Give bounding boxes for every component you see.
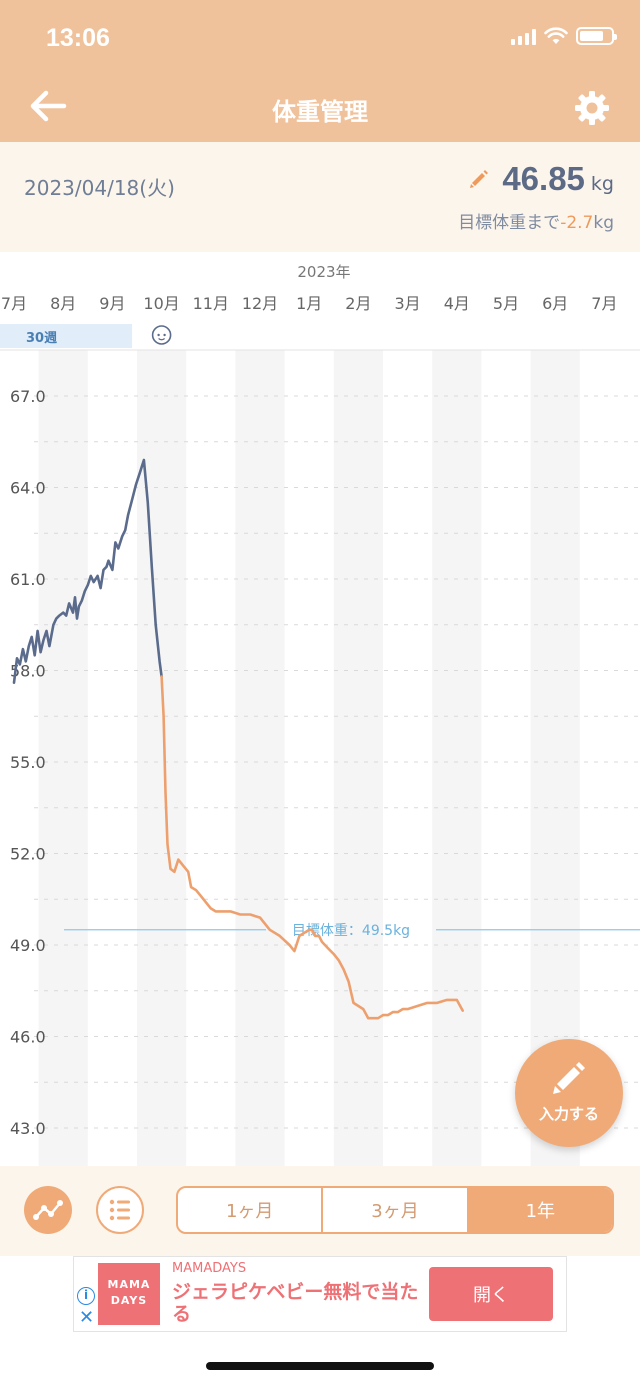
y-tick-label: 61.0	[10, 570, 46, 589]
range-tab-3-months[interactable]: 3ヶ月	[321, 1188, 466, 1232]
weight-series-line	[160, 675, 465, 1020]
ad-logo-line1: MAMA	[107, 1278, 151, 1291]
pregnancy-week-bar	[0, 324, 133, 348]
goal-diff-value: -2.7	[560, 213, 594, 233]
ad-text: ジェラピケベビー無料で当たる	[172, 1281, 419, 1325]
home-indicator	[206, 1362, 434, 1370]
month-label: 7月	[591, 294, 617, 313]
goal-difference: 目標体重まで-2.7kg	[458, 208, 614, 233]
ad-area: i ✕ MAMA DAYS MAMADAYS ジェラピケベビー無料で当たる 開く	[0, 1256, 640, 1385]
pencil-icon	[470, 170, 489, 188]
month-label: 9月	[99, 294, 125, 313]
ad-logo: MAMA DAYS	[98, 1263, 160, 1325]
current-date: 2023/04/18(火)	[24, 176, 175, 200]
list-view-button[interactable]	[96, 1186, 144, 1234]
month-label: 7月	[1, 294, 27, 313]
y-tick-label: 55.0	[10, 753, 46, 772]
goal-unit: kg	[593, 213, 614, 233]
weight-series-line	[12, 458, 163, 685]
month-label: 1月	[296, 294, 322, 313]
month-label: 5月	[493, 294, 519, 313]
gear-icon	[575, 91, 609, 125]
month-band	[333, 350, 383, 1166]
range-tab-1-month[interactable]: 1ヶ月	[225, 1201, 274, 1222]
view-controls: 1ヶ月 3ヶ月 1年	[0, 1166, 640, 1256]
weight-value: 46.85	[502, 160, 585, 197]
line-chart-icon	[33, 1200, 63, 1220]
back-button[interactable]	[28, 88, 68, 124]
y-tick-label: 46.0	[10, 1028, 46, 1047]
input-button-label: 入力する	[538, 1105, 599, 1123]
input-button[interactable]: 入力する	[515, 1039, 623, 1147]
ad-banner[interactable]: i ✕ MAMA DAYS MAMADAYS ジェラピケベビー無料で当たる 開く	[73, 1256, 567, 1332]
list-icon	[109, 1199, 130, 1221]
month-label: 10月	[143, 294, 179, 313]
pencil-icon	[553, 1062, 585, 1094]
month-label: 11月	[193, 294, 229, 313]
y-tick-label: 67.0	[10, 387, 46, 406]
settings-button[interactable]	[574, 90, 610, 126]
month-label: 2月	[345, 294, 371, 313]
weight-chart-svg: 2023年 7月 8月 9月 10月 11月 12月 1月 2月 3月 4月 5月 6月 7月 30週目標体…	[0, 263, 640, 1166]
y-tick-label: 52.0	[10, 845, 46, 864]
y-tick-label: 43.0	[10, 1119, 46, 1138]
weight-unit: kg	[590, 173, 614, 195]
month-label: 3月	[395, 294, 421, 313]
baby-icon	[151, 325, 172, 345]
graph-view-button[interactable]	[24, 1186, 72, 1234]
status-time: 13:06	[46, 24, 110, 52]
month-label: 8月	[50, 294, 76, 313]
close-icon[interactable]: ✕	[79, 1307, 95, 1328]
year-label: 2023年	[297, 263, 350, 281]
goal-prefix: 目標体重まで	[458, 213, 561, 233]
month-label: 4月	[444, 294, 470, 313]
status-icons	[511, 27, 617, 45]
target-label: 目標体重：49.5kg	[292, 923, 410, 939]
baby-icon-eye	[163, 333, 166, 337]
month-band	[530, 350, 580, 1166]
month-label: 6月	[542, 294, 568, 313]
ad-logo-line2: DAYS	[110, 1294, 148, 1307]
y-tick-label: 64.0	[10, 479, 46, 498]
range-tab-1-year[interactable]: 1年	[466, 1188, 612, 1232]
baby-icon-mouth	[158, 338, 165, 341]
weight-chart[interactable]: 2023年 7月 8月 9月 10月 11月 12月 1月 2月 3月 4月 5月 6月 7月 30週目標体…	[0, 252, 640, 1166]
arrow-left-icon	[30, 90, 67, 122]
signal-icon	[511, 28, 536, 45]
ad-open-button[interactable]: 開く	[429, 1267, 553, 1321]
month-label: 12月	[242, 294, 278, 313]
info-icon[interactable]: i	[77, 1287, 95, 1305]
range-selector: 1ヶ月 3ヶ月 1年	[176, 1186, 614, 1234]
page-title: 体重管理	[272, 98, 368, 126]
weight-summary: 2023/04/18(火) 46.85 kg 目標体重まで-2.7kg	[0, 142, 640, 252]
pregnancy-week-label: 30週	[26, 331, 57, 346]
y-tick-label: 49.0	[10, 936, 46, 955]
battery-icon	[576, 27, 617, 45]
ad-brand: MAMADAYS	[172, 1261, 247, 1276]
top-bar: 13:06 体重管理	[0, 0, 640, 142]
current-weight[interactable]: 46.85 kg	[468, 160, 614, 198]
y-tick-label: 58.0	[10, 662, 46, 681]
wifi-icon	[544, 27, 568, 44]
baby-icon-eye	[157, 333, 160, 337]
month-band	[235, 350, 285, 1166]
month-band	[38, 350, 88, 1166]
month-band	[432, 350, 482, 1166]
